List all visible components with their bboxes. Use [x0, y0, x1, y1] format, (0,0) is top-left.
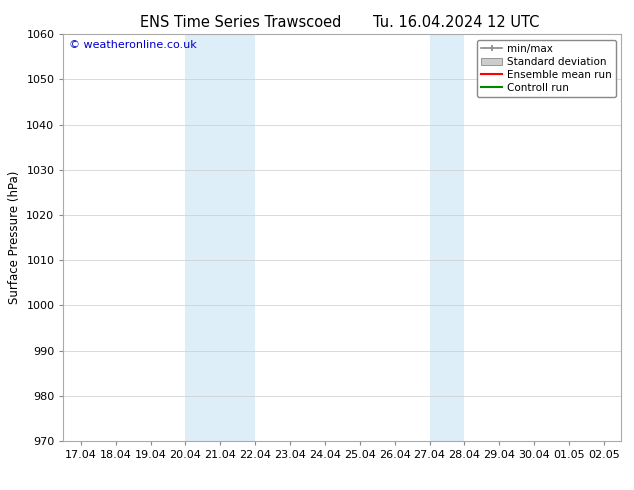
Text: Tu. 16.04.2024 12 UTC: Tu. 16.04.2024 12 UTC: [373, 15, 540, 30]
Legend: min/max, Standard deviation, Ensemble mean run, Controll run: min/max, Standard deviation, Ensemble me…: [477, 40, 616, 97]
Text: © weatheronline.co.uk: © weatheronline.co.uk: [69, 40, 197, 50]
Text: ENS Time Series Trawscoed: ENS Time Series Trawscoed: [140, 15, 342, 30]
Bar: [185, 34, 255, 441]
Y-axis label: Surface Pressure (hPa): Surface Pressure (hPa): [8, 171, 21, 304]
Bar: [429, 34, 464, 441]
